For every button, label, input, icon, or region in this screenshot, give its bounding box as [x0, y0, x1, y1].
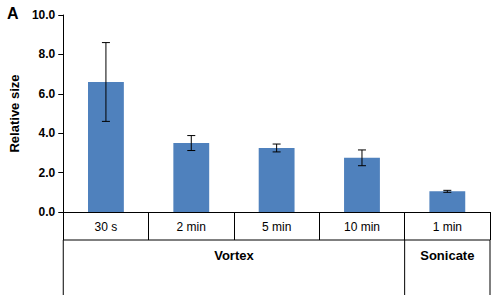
svg-text:6.0: 6.0: [39, 87, 56, 101]
svg-text:2 min: 2 min: [177, 220, 206, 234]
svg-text:10.0: 10.0: [32, 8, 56, 22]
svg-text:Relative size: Relative size: [7, 74, 22, 152]
svg-text:Vortex: Vortex: [214, 248, 254, 263]
svg-text:30 s: 30 s: [95, 220, 118, 234]
svg-text:4.0: 4.0: [39, 126, 56, 140]
svg-text:10 min: 10 min: [344, 220, 380, 234]
svg-text:2.0: 2.0: [39, 166, 56, 180]
svg-text:0.0: 0.0: [39, 205, 56, 219]
svg-text:A: A: [7, 5, 19, 22]
svg-text:8.0: 8.0: [39, 47, 56, 61]
svg-text:5 min: 5 min: [262, 220, 291, 234]
svg-text:1 min: 1 min: [433, 220, 462, 234]
svg-text:Sonicate: Sonicate: [420, 248, 474, 263]
